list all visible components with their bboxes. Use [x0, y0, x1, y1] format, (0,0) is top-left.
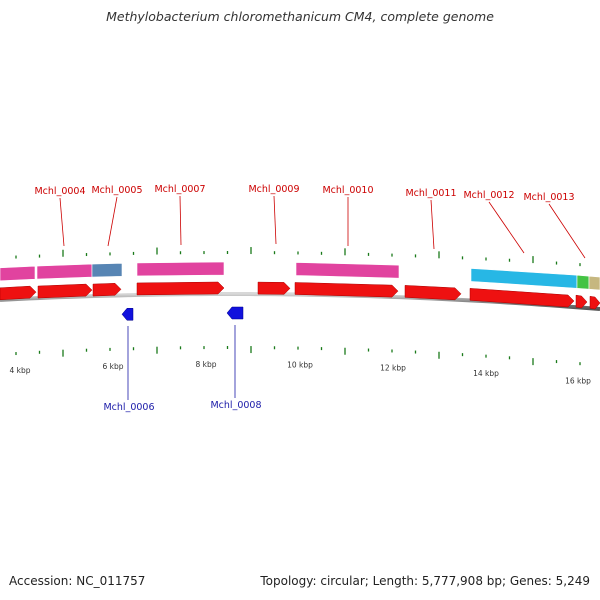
- callout-line: [430, 199, 435, 250]
- label-layer: 4 kbp 6 kbp 8 kbp 10 kbp 12 kbp 14 kbp 16 kbp M…: [9, 184, 591, 413]
- ticks-top: [15, 247, 581, 267]
- genome-summary: Topology: circular; Length: 5,777,908 bp…: [260, 574, 590, 588]
- callout-line: [488, 201, 525, 254]
- scale-label: 8 kbp: [195, 360, 216, 369]
- forward-cds-arrow: [0, 285, 37, 301]
- scale-label: 16 kbp: [565, 377, 591, 386]
- callout-line: [107, 196, 118, 247]
- gene-label-mchl_0012: Mchl_0012: [463, 190, 514, 201]
- map-title: Methylobacterium chloromethanicum CM4, c…: [106, 9, 494, 24]
- gene-label-mchl_0005: Mchl_0005: [91, 185, 142, 196]
- cog-block: [136, 261, 225, 277]
- callout-lines: [59, 195, 586, 400]
- forward-cds-arrow: [92, 283, 122, 297]
- gene-label-mchl_0013: Mchl_0013: [523, 192, 574, 203]
- scale-label: 14 kbp: [473, 369, 499, 378]
- forward-cds-track: [0, 281, 600, 310]
- forward-cds-arrow: [37, 283, 93, 299]
- cog-block: [588, 275, 600, 291]
- cog-block: [36, 263, 93, 280]
- reverse-cds-track: [121, 306, 244, 321]
- callout-line: [273, 195, 277, 245]
- forward-cds-arrow: [575, 294, 588, 309]
- cog-block: [470, 268, 578, 289]
- forward-cds-arrow: [469, 288, 575, 308]
- cog-block: [0, 265, 36, 282]
- gene-label-mchl_0010: Mchl_0010: [322, 185, 373, 196]
- cog-track: [0, 261, 600, 291]
- scale-label: 10 kbp: [287, 361, 313, 370]
- ticks-bottom: [15, 346, 581, 366]
- forward-cds-arrow: [589, 295, 600, 310]
- scale-label: 12 kbp: [380, 364, 406, 373]
- reverse-cds-arrow: [226, 306, 244, 320]
- scale-label: 4 kbp: [9, 366, 30, 375]
- forward-cds-arrow: [294, 282, 399, 298]
- reverse-cds-arrow: [121, 308, 134, 321]
- scale-label: 6 kbp: [102, 362, 123, 371]
- callout-line: [179, 195, 182, 246]
- cog-block: [576, 274, 590, 290]
- gene-label-mchl_0009: Mchl_0009: [248, 184, 299, 195]
- callout-line: [59, 197, 65, 247]
- forward-cds-arrow: [404, 285, 462, 301]
- gene-label-mchl_0004: Mchl_0004: [34, 186, 85, 197]
- gene-label-mchl_0008: Mchl_0008: [210, 400, 261, 411]
- gene-label-mchl_0006: Mchl_0006: [103, 402, 154, 413]
- cog-block: [295, 262, 400, 279]
- gene-label-mchl_0007: Mchl_0007: [154, 184, 205, 195]
- accession-label: Accession: NC_011757: [9, 574, 146, 588]
- callout-line: [548, 203, 586, 259]
- cog-block: [91, 262, 123, 278]
- gene-label-mchl_0011: Mchl_0011: [405, 188, 456, 199]
- forward-cds-arrow: [257, 281, 291, 295]
- forward-cds-arrow: [136, 281, 225, 296]
